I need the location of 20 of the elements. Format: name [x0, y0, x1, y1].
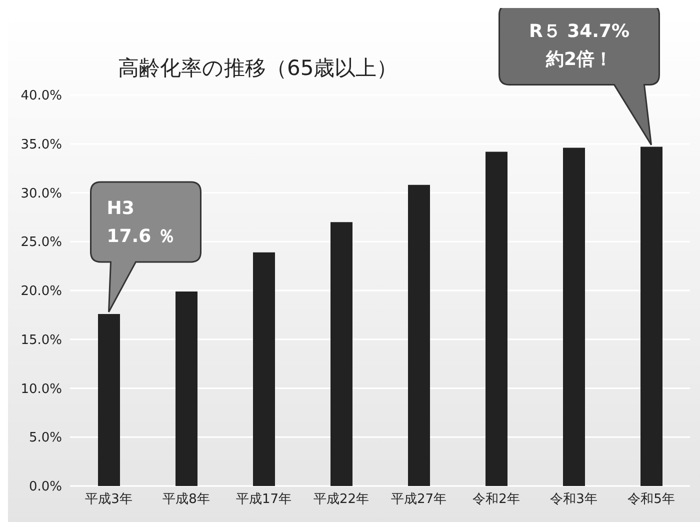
x-tick-label: 令和5年	[628, 492, 675, 508]
y-tick-label: 0.0%	[28, 480, 62, 495]
y-tick-label: 20.0%	[20, 284, 62, 300]
y-tick-label: 10.0%	[20, 382, 62, 397]
text: R５ 34.7% 約2倍！	[528, 20, 630, 70]
chart-title: 高齢化率の推移（65歳以上）	[118, 55, 398, 82]
y-tick-label: 5.0%	[28, 430, 62, 446]
annotation: H3 17.6 ％	[106, 198, 176, 247]
y-tick-label: 30.0%	[20, 186, 62, 202]
x-tick-label: 平成27年	[390, 492, 447, 508]
x-tick-label: 令和3年	[550, 492, 598, 508]
y-tick-label: 25.0%	[20, 235, 62, 250]
y-tick-label: 15.0%	[20, 332, 62, 348]
x-tick-label: 平成22年	[313, 492, 370, 508]
x-tick-label: 令和2年	[472, 492, 520, 508]
x-tick-label: 平成17年	[236, 492, 292, 508]
y-tick-label: 40.0%	[20, 88, 62, 104]
x-tick-label: 平成8年	[162, 492, 210, 508]
x-tick-label: 平成3年	[85, 492, 132, 508]
y-tick-label: 35.0%	[20, 137, 62, 152]
